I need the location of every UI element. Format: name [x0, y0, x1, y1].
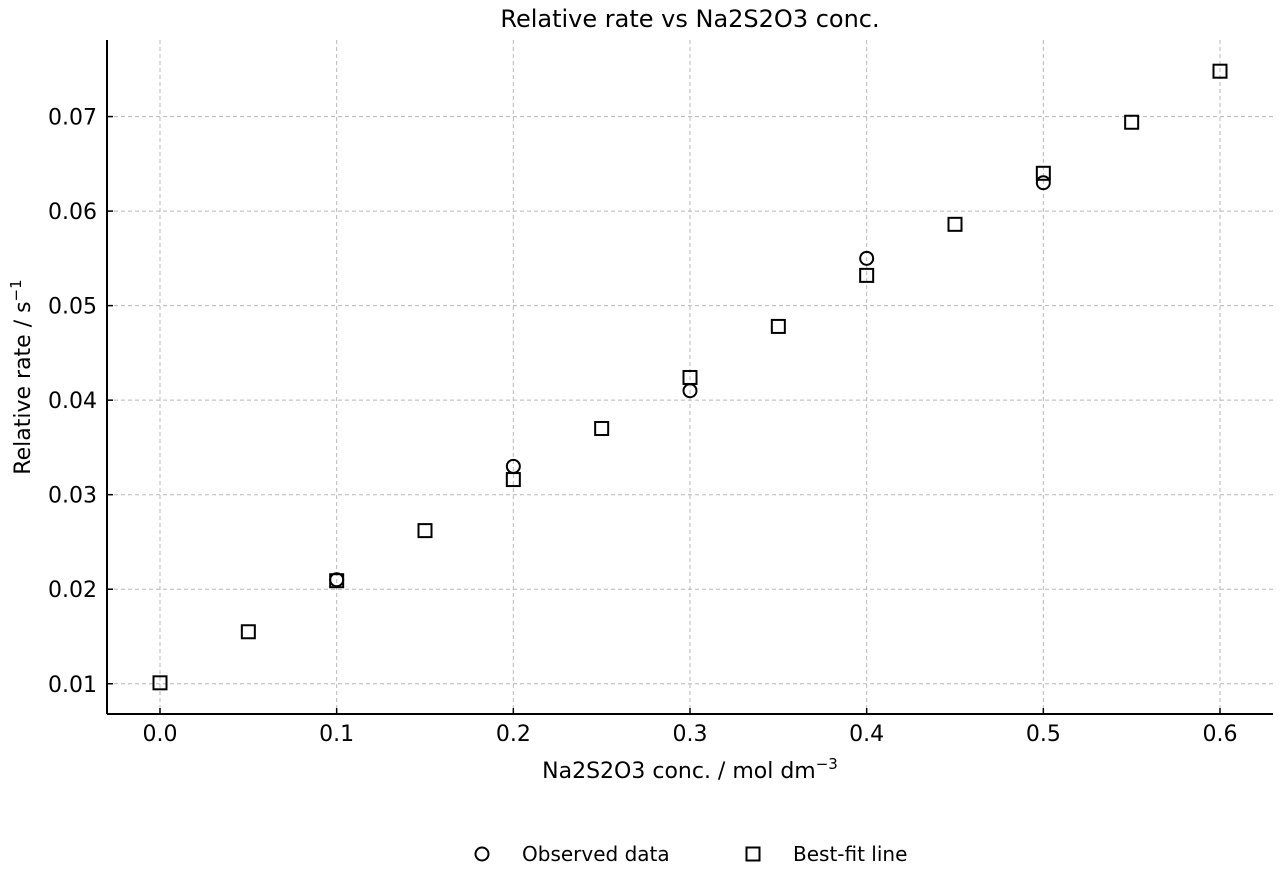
x-tick-label: 0.3 — [673, 722, 708, 747]
axis-ticks: 0.0 0.1 0.2 0.3 0.4 0.5 0.6 0.01 0.02 0.03 0.04 0.0… — [48, 106, 1237, 747]
best-fit-point — [505, 472, 521, 488]
x-tick-label: 0.4 — [849, 722, 884, 747]
chart-title: Relative rate vs Na2S2O3 conc. — [500, 5, 879, 33]
best-fit-point — [859, 267, 875, 283]
best-fit-point — [770, 318, 786, 334]
legend: Observed data Best-fit line — [474, 842, 907, 866]
best-fit-point — [1035, 165, 1051, 181]
legend-circle-icon — [474, 846, 490, 862]
legend-label-best-fit: Best-fit line — [793, 842, 907, 866]
best-fit-point — [1212, 63, 1228, 79]
legend-marker-best-fit — [745, 846, 761, 862]
y-tick-label: 0.04 — [48, 389, 97, 414]
y-tick-label: 0.02 — [48, 578, 97, 603]
grid — [107, 40, 1273, 714]
legend-marker-observed — [474, 846, 490, 862]
x-tick-label: 0.6 — [1203, 722, 1238, 747]
best-fit-point — [417, 523, 433, 539]
x-tick-label: 0.1 — [319, 722, 354, 747]
x-tick-label: 0.2 — [496, 722, 531, 747]
best-fit-point — [240, 624, 256, 640]
legend-label-observed: Observed data — [522, 842, 670, 866]
best-fit-point — [947, 216, 963, 232]
best-fit-point — [329, 573, 345, 589]
data-marks — [152, 63, 1228, 691]
best-fit-point — [152, 675, 168, 691]
observed-point — [1035, 175, 1051, 191]
x-axis-label: Na2S2O3 conc. / mol dm−3 — [542, 755, 838, 784]
series-square — [152, 63, 1228, 691]
y-axis-label: Relative rate / s−1 — [7, 279, 36, 474]
x-tick-label: 0.0 — [143, 722, 178, 747]
legend-square-icon — [745, 846, 761, 862]
y-tick-label: 0.05 — [48, 295, 97, 320]
observed-point — [859, 250, 875, 266]
y-tick-label: 0.01 — [48, 673, 97, 698]
y-tick-label: 0.07 — [48, 106, 97, 131]
x-tick-label: 0.5 — [1026, 722, 1061, 747]
x-axis-label-superscript: −3 — [816, 755, 838, 773]
y-tick-label: 0.06 — [48, 200, 97, 225]
best-fit-point — [1124, 114, 1140, 130]
y-tick-label: 0.03 — [48, 484, 97, 509]
y-axis-label-superscript: −1 — [7, 279, 25, 301]
best-fit-point — [594, 421, 610, 437]
best-fit-point — [682, 369, 698, 385]
